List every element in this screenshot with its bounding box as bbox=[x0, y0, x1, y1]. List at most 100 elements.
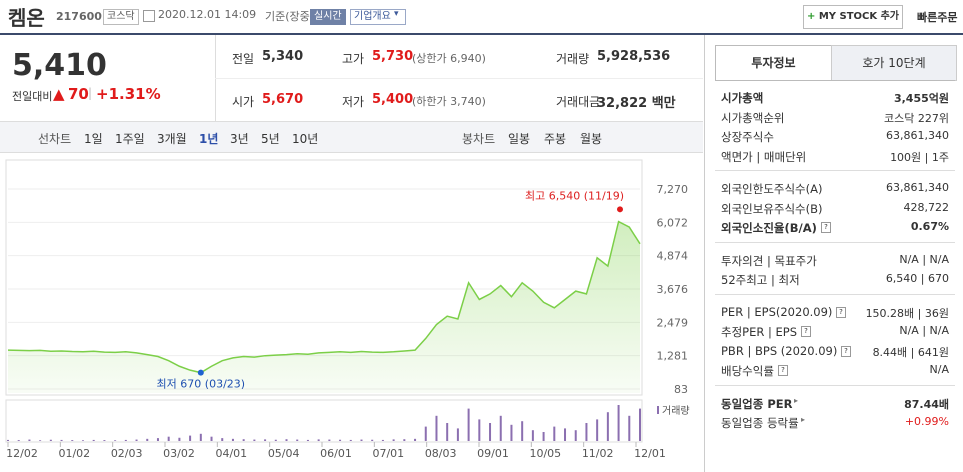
volume-bar bbox=[285, 439, 288, 441]
info-label: 외국인보유주식수(B) bbox=[721, 201, 823, 216]
tab[interactable]: 10년 bbox=[292, 132, 319, 146]
info-label: 액면가 | 매매단위 bbox=[721, 149, 807, 164]
help-icon: ? bbox=[836, 306, 846, 318]
summary-value: 5,730 bbox=[372, 49, 414, 64]
volume-bar bbox=[199, 433, 202, 441]
info-label: PBR | BPS (2020.09) bbox=[721, 343, 838, 358]
volume-bar bbox=[339, 439, 342, 441]
mystock-text: MY STOCK 추가 bbox=[818, 11, 900, 22]
volume-bar bbox=[639, 408, 641, 441]
info-label: 시가총액 bbox=[721, 91, 764, 105]
volume-bar bbox=[489, 423, 492, 441]
tab[interactable]: 3개월 bbox=[157, 132, 187, 146]
divider bbox=[215, 78, 703, 79]
info-rule bbox=[715, 293, 955, 295]
x-tick-label: 05/04 bbox=[268, 447, 300, 460]
market-badge: 코스닥 bbox=[103, 9, 139, 25]
x-tick-label: 03/02 bbox=[163, 447, 195, 460]
volume-bar bbox=[81, 440, 84, 441]
tab[interactable]: 주봉 bbox=[544, 132, 567, 146]
volume-bar bbox=[467, 408, 470, 441]
volume-bar bbox=[542, 432, 545, 441]
volume-bar bbox=[124, 439, 127, 441]
tab[interactable]: 1주일 bbox=[115, 132, 145, 146]
summary-note: (하한가 3,740) bbox=[412, 95, 486, 108]
quick-order[interactable]: 빠른주문 bbox=[917, 11, 958, 24]
dropdown-arrow: ▾ bbox=[394, 9, 399, 19]
change-label: 전일대비 bbox=[12, 90, 53, 103]
info-value: N/A bbox=[929, 363, 949, 376]
info-label: 배당수익률 bbox=[721, 364, 774, 378]
tab[interactable]: 5년 bbox=[261, 132, 280, 146]
arrow-icon: ▸ bbox=[801, 415, 806, 424]
change: 70 bbox=[68, 85, 89, 103]
summary-note: (상한가 6,940) bbox=[412, 52, 486, 65]
y-tick-label: 2,479 bbox=[657, 316, 689, 329]
volume-bar bbox=[360, 439, 363, 441]
tab[interactable]: 3년 bbox=[230, 132, 249, 146]
volume-bar bbox=[156, 438, 159, 441]
sep: | bbox=[88, 86, 93, 100]
volume-bar bbox=[349, 439, 352, 441]
volume-bar bbox=[531, 430, 534, 441]
tab[interactable]: 월봉 bbox=[580, 132, 603, 146]
volume-bar bbox=[392, 439, 395, 441]
info-label: 외국인소진율(B/A) bbox=[721, 221, 817, 235]
x-tick-label: 11/02 bbox=[582, 447, 614, 460]
top-rule bbox=[0, 33, 963, 35]
volume-bar bbox=[210, 436, 213, 441]
info-rule bbox=[715, 80, 955, 81]
volume-bar bbox=[146, 438, 149, 441]
info-value: 63,861,340 bbox=[886, 181, 949, 194]
x-tick-label: 07/01 bbox=[372, 447, 404, 460]
summary-label: 전일 bbox=[232, 52, 255, 66]
info-value: 150.28배 | 36원 bbox=[865, 306, 949, 320]
overview-button[interactable]: 기업개요 bbox=[350, 9, 406, 25]
volume-bar bbox=[7, 439, 9, 441]
plot-frame bbox=[5, 159, 643, 396]
volume-bar bbox=[92, 439, 95, 441]
mystock-button[interactable]: + MY STOCK 추가 bbox=[803, 5, 903, 29]
volume-bar bbox=[564, 428, 567, 441]
tab[interactable]: 1일 bbox=[84, 132, 103, 146]
info-tab[interactable]: 호가 10단계 bbox=[831, 45, 957, 81]
summary-label: 고가 bbox=[342, 52, 365, 66]
volume-bar bbox=[189, 435, 192, 441]
summary-value: 5,400 bbox=[372, 92, 414, 107]
volume-bar bbox=[317, 439, 320, 441]
info-label: 동일업종 등락률 bbox=[721, 416, 799, 430]
info-value: 코스닥 227위 bbox=[884, 111, 949, 125]
summary-label: 거래량 bbox=[556, 52, 590, 66]
info-label: 추정PER | EPS bbox=[721, 325, 798, 339]
volume-bar bbox=[306, 439, 309, 441]
info-value: 3,455억원 bbox=[893, 92, 949, 105]
tab[interactable]: 일봉 bbox=[508, 132, 531, 146]
x-tick-label: 09/01 bbox=[477, 447, 509, 460]
volume-bar bbox=[103, 440, 106, 441]
volume-bar bbox=[71, 440, 74, 441]
volume-bar bbox=[178, 437, 181, 441]
y-tick-label: 7,270 bbox=[657, 183, 689, 196]
tab-label: 봉차트 bbox=[462, 132, 496, 146]
tab[interactable]: 1년 bbox=[199, 132, 219, 146]
volume-bar bbox=[274, 439, 277, 441]
volume-bar bbox=[114, 440, 117, 441]
summary-value: 32,822 백만 bbox=[597, 96, 676, 111]
volume-bar bbox=[456, 428, 459, 441]
volume-bar bbox=[617, 405, 620, 441]
volume-bar bbox=[414, 438, 417, 441]
info-tab[interactable]: 투자정보 bbox=[715, 45, 832, 80]
realtime-badge[interactable]: 실시간 bbox=[310, 9, 346, 25]
info-value: N/A | N/A bbox=[899, 252, 949, 266]
panel-divider bbox=[704, 35, 705, 472]
info-label: 동일업종 PER bbox=[721, 396, 793, 411]
info-label: 시가총액순위 bbox=[721, 110, 785, 125]
volume-bar bbox=[585, 423, 588, 441]
volume-bar bbox=[264, 439, 267, 441]
info-label: 투자의견 | 목표주가 bbox=[721, 253, 817, 268]
info-value: 8.44배 | 641원 bbox=[872, 345, 949, 359]
info-label: 상장주식수 bbox=[721, 130, 774, 144]
help-icon: ? bbox=[778, 365, 788, 376]
info-value: 6,540 | 670 bbox=[885, 272, 949, 285]
